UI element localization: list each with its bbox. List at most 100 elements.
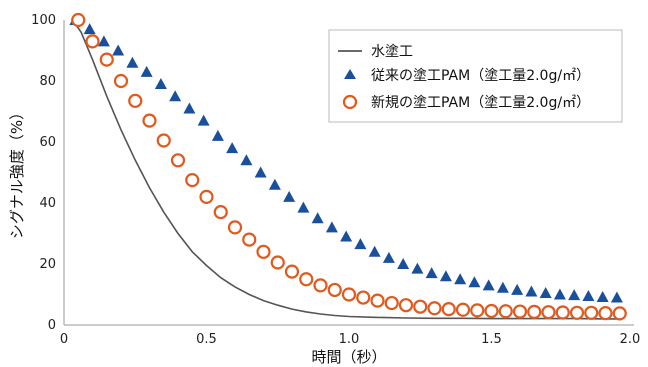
triangle-marker (354, 238, 367, 250)
circle-marker (441, 302, 456, 317)
triangle-marker (539, 286, 552, 298)
circle-marker (527, 304, 542, 319)
circle-marker (555, 305, 570, 320)
legend-label-conventional: 従来の塗工PAM（塗工量2.0g/㎡） (371, 67, 590, 84)
triangle-marker (340, 230, 353, 242)
y-tick-label: 0 (48, 318, 56, 333)
circle-marker (99, 52, 114, 67)
circle-marker (242, 232, 257, 247)
circle-marker (85, 34, 100, 49)
legend-circle-icon (342, 94, 358, 110)
triangle-marker (582, 290, 595, 302)
circle-marker (213, 205, 228, 220)
triangle-marker (397, 258, 410, 269)
circle-marker (470, 303, 485, 318)
triangle-marker (439, 270, 452, 282)
triangle-marker (382, 251, 395, 263)
circle-marker (612, 306, 627, 321)
series-line-water (71, 19, 620, 320)
circle-marker (185, 173, 200, 188)
triangle-marker (411, 262, 424, 274)
triangle-marker (568, 289, 581, 301)
circle-marker (199, 189, 214, 204)
circle-marker (584, 305, 599, 320)
circle-marker (71, 12, 86, 28)
circle-marker (569, 305, 585, 320)
x-tick-labels: 0 0.5 1.0 1.5 2.0 (60, 332, 640, 347)
triangle-marker (425, 267, 438, 279)
circle-marker (455, 302, 471, 317)
triangle-marker (268, 178, 281, 190)
circle-marker (398, 298, 414, 313)
circle-marker (341, 287, 357, 302)
circle-marker (598, 306, 613, 321)
x-tick-label: 1.0 (339, 332, 360, 347)
legend-triangle-icon (344, 69, 356, 79)
triangle-marker (596, 290, 609, 302)
y-tick-label: 40 (39, 196, 56, 211)
triangle-marker (325, 221, 338, 233)
x-tick-label: 0 (60, 332, 68, 347)
triangle-marker (496, 281, 509, 293)
circle-marker (512, 304, 528, 319)
circle-marker (270, 255, 285, 270)
circle-marker (384, 295, 399, 311)
y-axis-title: シグナル強度（%） (8, 105, 26, 239)
circle-marker (170, 153, 186, 168)
circle-marker (356, 290, 371, 305)
circle-marker (541, 305, 556, 320)
triangle-marker (226, 142, 239, 154)
circle-marker (498, 304, 513, 319)
series-conventional-markers (69, 14, 623, 303)
y-tick-label: 100 (31, 13, 56, 28)
circle-marker (427, 301, 442, 316)
circle-marker (142, 113, 157, 128)
x-tick-label: 2.0 (620, 332, 641, 347)
legend-label-new: 新規の塗工PAM（塗工量2.0g/㎡） (371, 94, 590, 111)
triangle-marker (240, 154, 253, 166)
triangle-marker (154, 78, 167, 90)
triangle-marker (140, 65, 153, 77)
y-tick-label: 80 (39, 74, 56, 89)
y-tick-label: 60 (39, 135, 56, 150)
circle-marker (227, 220, 243, 235)
circle-marker (156, 133, 171, 148)
triangle-marker (553, 288, 566, 300)
x-tick-label: 1.5 (481, 332, 502, 347)
triangle-marker (525, 285, 538, 297)
circle-marker (113, 73, 129, 89)
triangle-marker (211, 129, 224, 141)
triangle-marker (482, 279, 495, 291)
triangle-marker (254, 166, 267, 178)
triangle-marker (283, 190, 296, 202)
circle-marker (299, 272, 314, 287)
triangle-marker (83, 23, 96, 35)
triangle-marker (97, 35, 110, 47)
triangle-marker (112, 44, 125, 56)
triangle-marker (368, 245, 381, 257)
legend-label-water: 水塗工 (371, 43, 413, 60)
triangle-marker (311, 212, 324, 224)
triangle-marker (126, 56, 139, 68)
x-tick-label: 0.5 (196, 332, 217, 347)
triangle-marker (169, 90, 182, 102)
circle-marker (128, 93, 143, 108)
circle-marker (327, 282, 342, 298)
circle-marker (370, 293, 385, 308)
legend-box (328, 29, 623, 123)
y-tick-label: 20 (39, 257, 56, 272)
triangle-marker (454, 273, 467, 285)
y-tick-labels: 0 20 40 60 80 100 (31, 13, 56, 333)
circle-marker (484, 303, 499, 319)
legend: 水塗工 従来の塗工PAM（塗工量2.0g/㎡） 新規の塗工PAM（塗工量2.0g… (328, 29, 623, 123)
x-axis-title: 時間（秒） (311, 348, 386, 366)
triangle-marker (183, 102, 196, 114)
circle-marker (284, 264, 300, 279)
circle-marker (256, 244, 271, 259)
triangle-marker (610, 291, 623, 303)
triangle-marker (197, 114, 210, 126)
circle-marker (413, 299, 428, 314)
triangle-marker (468, 276, 481, 288)
triangle-marker (297, 201, 310, 213)
